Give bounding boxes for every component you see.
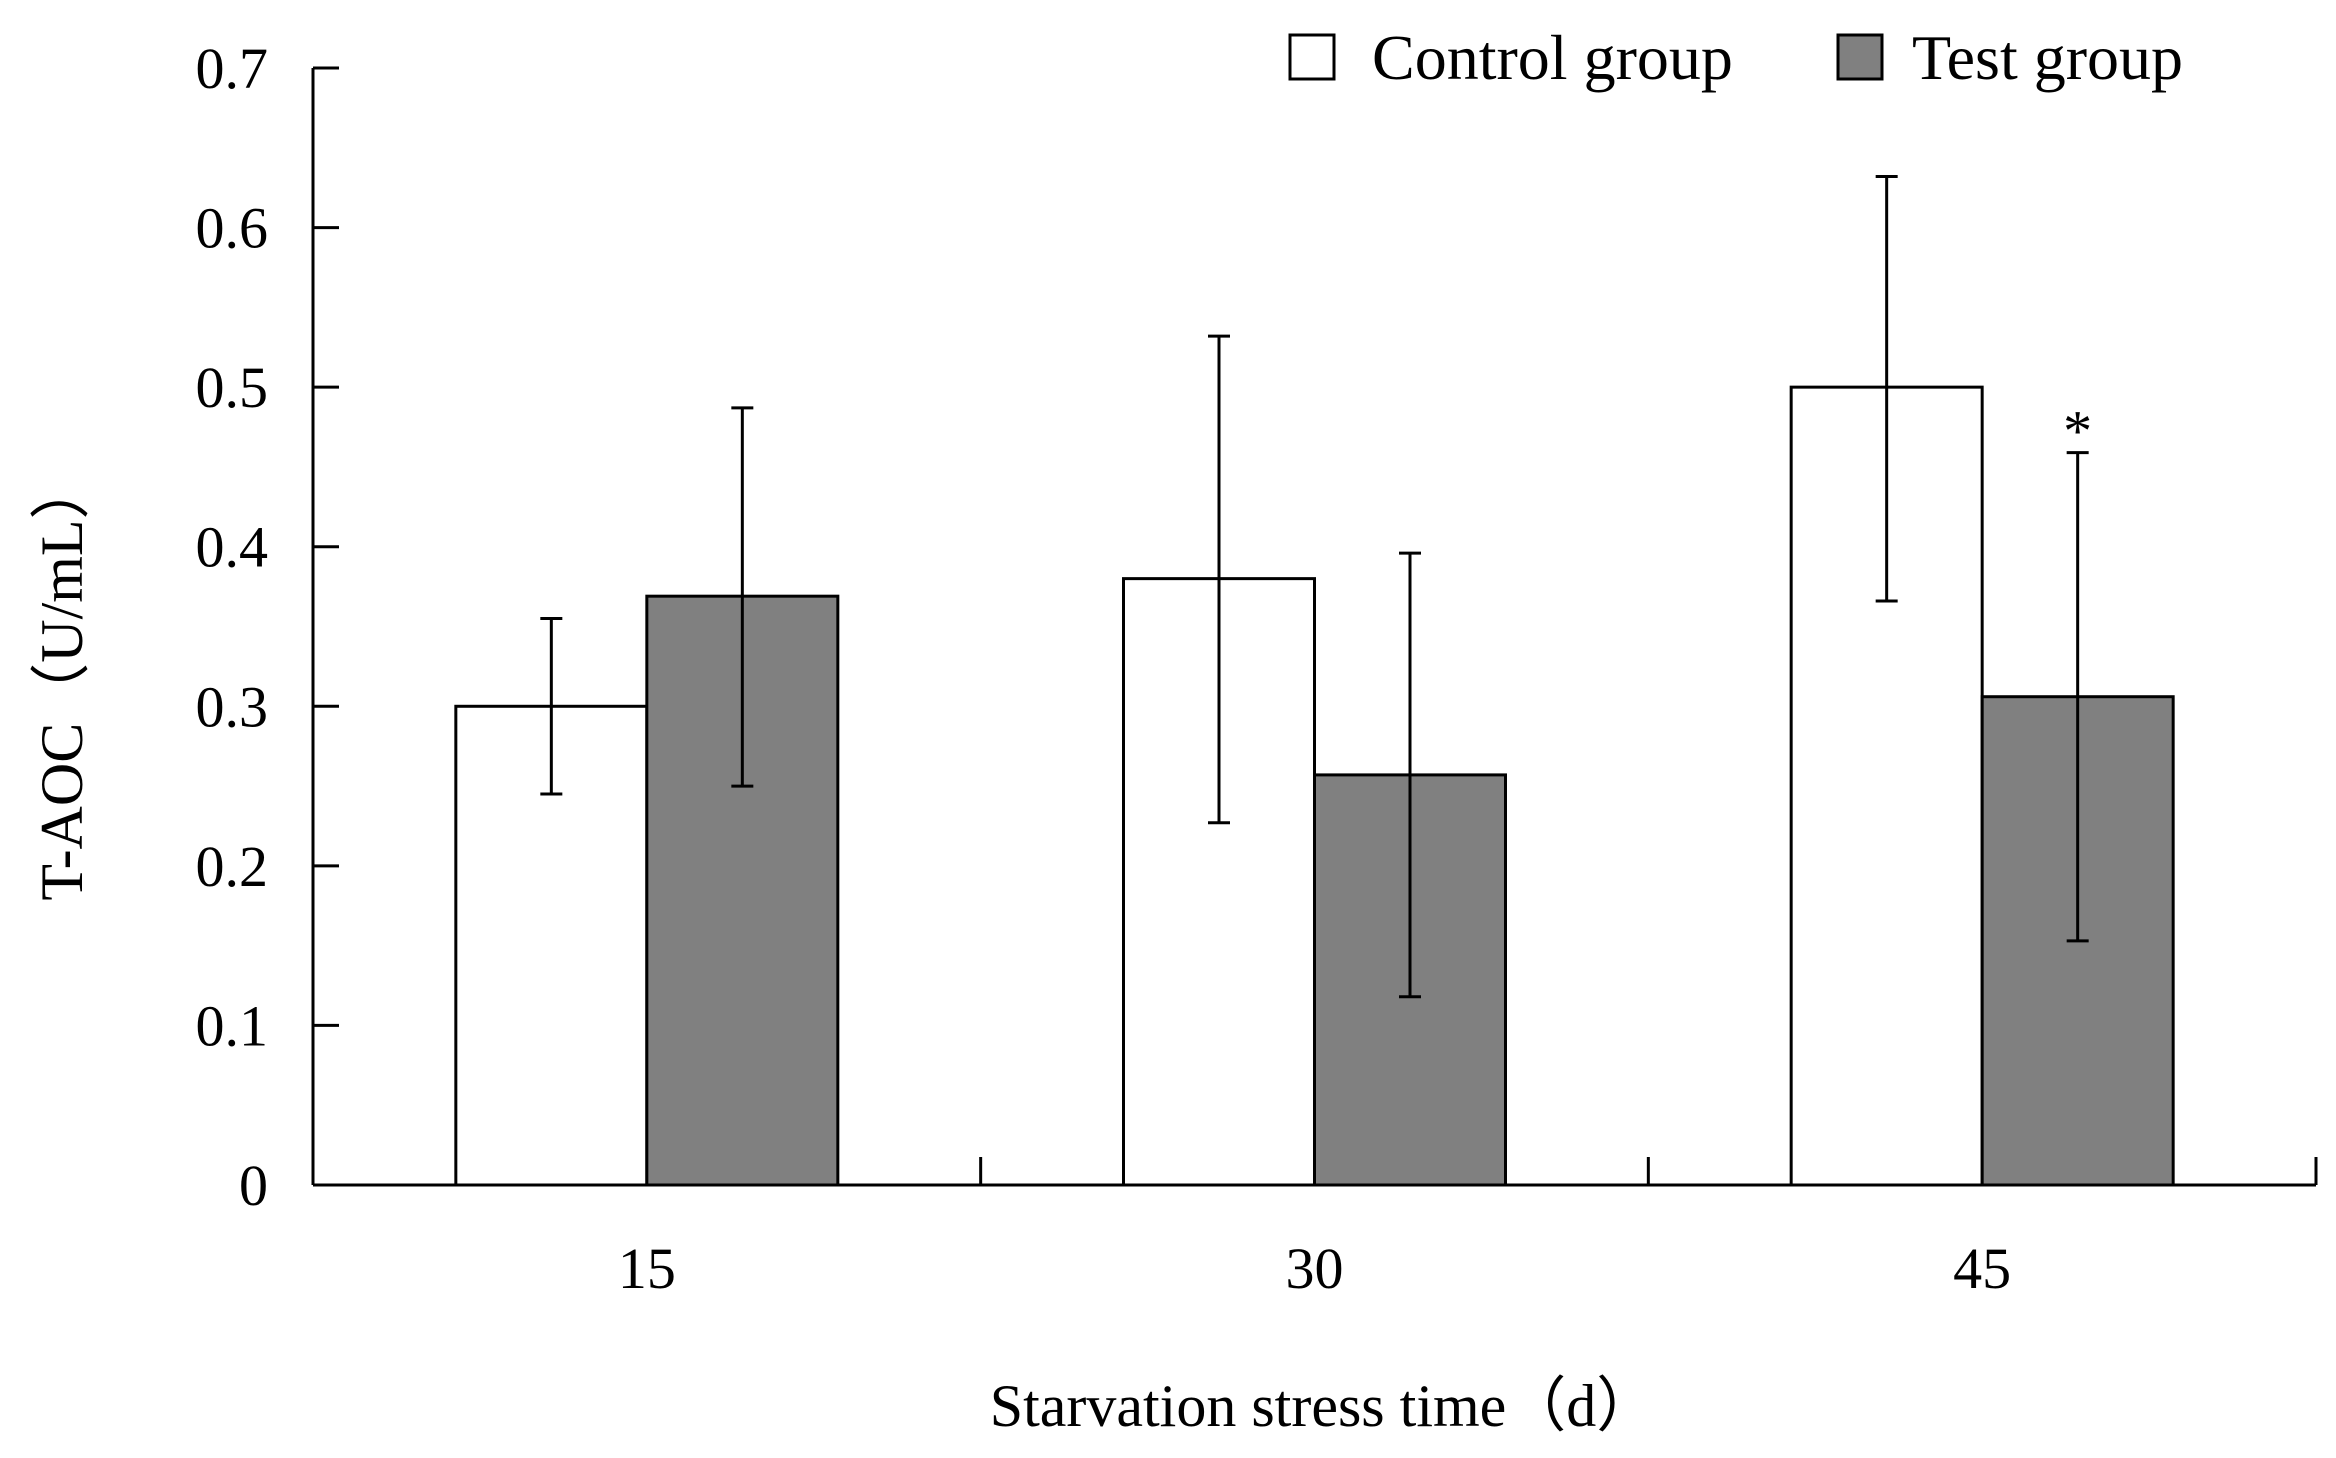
significance-mark: *: [2063, 399, 2092, 464]
x-tick-label: 30: [1286, 1236, 1344, 1301]
x-tick-label: 45: [1953, 1236, 2011, 1301]
legend-swatch-control: [1288, 33, 1336, 81]
y-tick-label: 0.7: [196, 36, 269, 101]
legend-label-test: Test group: [1912, 22, 2183, 93]
error-bars-layer: [540, 175, 2089, 999]
legend-label-control: Control group: [1372, 22, 1733, 93]
bars-layer: [454, 385, 2175, 1187]
labels-layer: * 0 0.1 0.2 0.3 0.4 0.5 0.6 0.7 15 30 45: [196, 36, 2093, 1301]
legend-swatch-test: [1836, 33, 1884, 81]
y-axis-title: T-AOC（U/mL）: [29, 459, 95, 900]
y-tick-label: 0: [239, 1153, 268, 1218]
legend: Control group Test group: [1288, 22, 2183, 93]
axes-layer: [311, 66, 2318, 1187]
x-tick-label: 15: [618, 1236, 676, 1301]
x-axis-title: Starvation stress time（d）: [990, 1373, 1657, 1439]
y-tick-label: 0.5: [196, 355, 269, 420]
y-tick-label: 0.4: [196, 515, 269, 580]
y-tick-label: 0.2: [196, 834, 269, 899]
y-tick-label: 0.1: [196, 993, 269, 1058]
y-tick-label: 0.6: [196, 196, 269, 261]
y-tick-label: 0.3: [196, 674, 269, 739]
